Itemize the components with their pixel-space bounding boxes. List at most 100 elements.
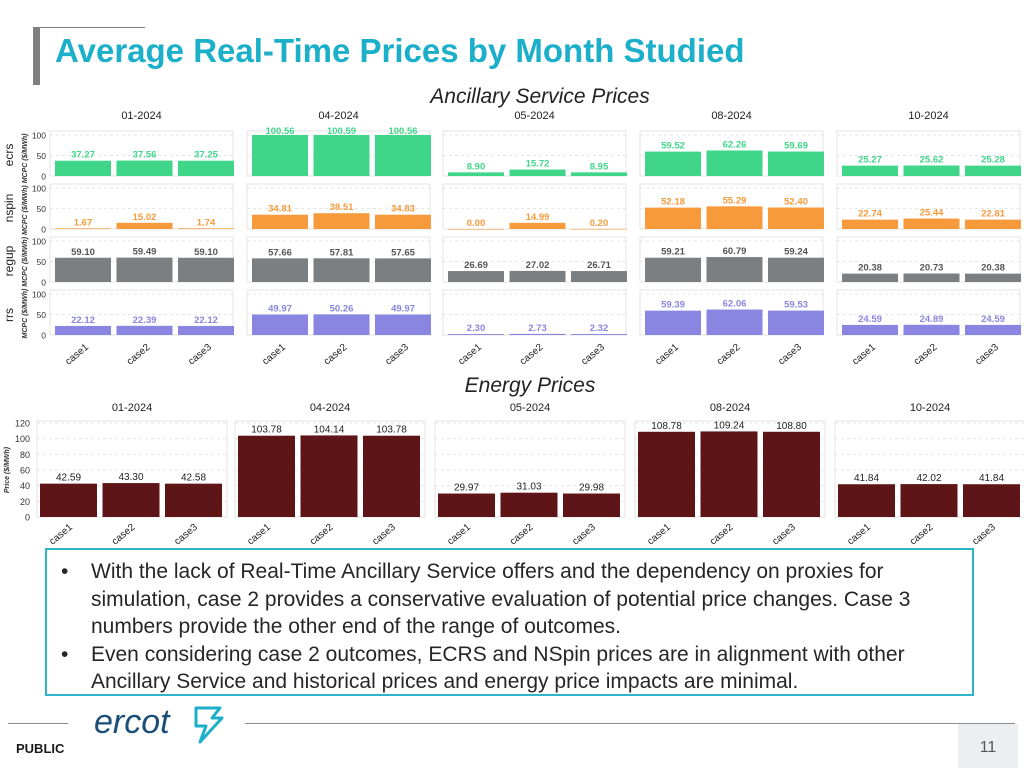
as-x-tick-label: case1 bbox=[653, 342, 681, 368]
as-bar-nspin bbox=[903, 218, 960, 229]
as-bar-nspin bbox=[965, 219, 1021, 229]
as-y-tick-label: 50 bbox=[37, 257, 47, 267]
as-data-label: 59.21 bbox=[661, 247, 685, 258]
as-data-label: 55.29 bbox=[723, 195, 747, 206]
energy-x-tick-label: case1 bbox=[845, 522, 873, 548]
as-data-label: 52.18 bbox=[661, 197, 685, 208]
as-bar-ecrs bbox=[116, 160, 173, 176]
as-row-label: ecrs bbox=[2, 144, 16, 167]
as-bar-ecrs bbox=[178, 160, 234, 176]
as-bar-ecrs bbox=[448, 172, 504, 176]
as-data-label: 25.44 bbox=[920, 208, 944, 219]
as-x-tick-label: case2 bbox=[322, 342, 350, 368]
as-bar-nspin bbox=[645, 207, 701, 229]
as-bar-rrs bbox=[768, 310, 824, 335]
energy-bar bbox=[102, 483, 160, 517]
as-month-label: 08-2024 bbox=[711, 110, 751, 122]
as-bar-regup bbox=[116, 257, 173, 282]
energy-data-label: 41.84 bbox=[854, 473, 879, 484]
as-y-tick-label: 0 bbox=[41, 278, 46, 288]
as-data-label: 22.81 bbox=[981, 209, 1005, 220]
as-data-label: 49.97 bbox=[268, 304, 292, 315]
as-y-tick-label: 100 bbox=[32, 290, 46, 300]
as-month-label: 10-2024 bbox=[908, 110, 948, 122]
energy-data-label: 109.24 bbox=[714, 420, 745, 431]
as-data-label: 59.69 bbox=[784, 141, 808, 152]
as-month-label: 05-2024 bbox=[514, 110, 554, 122]
as-data-label: 49.97 bbox=[391, 304, 415, 315]
as-bar-regup bbox=[571, 271, 627, 282]
energy-data-label: 108.78 bbox=[651, 421, 682, 432]
energy-y-tick-label: 80 bbox=[20, 450, 30, 460]
as-data-label: 22.12 bbox=[194, 315, 218, 326]
as-bar-nspin bbox=[55, 228, 111, 229]
energy-month-label: 08-2024 bbox=[710, 402, 750, 414]
note-bullet-1: With the lack of Real-Time Ancillary Ser… bbox=[61, 558, 954, 641]
energy-bar bbox=[638, 431, 695, 517]
as-y-axis-label: MCPC ($/MWh) MCPC ($/MWh) MCPC ($/MWh) M… bbox=[22, 133, 29, 339]
as-bar-nspin bbox=[375, 214, 431, 229]
as-bar-regup bbox=[55, 257, 111, 282]
as-data-label: 100.59 bbox=[327, 126, 356, 137]
as-x-tick-label: case3 bbox=[776, 342, 804, 368]
footer-line-right bbox=[245, 723, 1015, 724]
as-x-tick-label: case3 bbox=[186, 342, 214, 368]
as-y-tick-label: 50 bbox=[37, 151, 47, 161]
energy-chart-title: Energy Prices bbox=[465, 374, 596, 397]
energy-data-label: 29.98 bbox=[579, 483, 604, 494]
as-bar-regup bbox=[965, 273, 1021, 282]
as-data-label: 27.02 bbox=[526, 260, 550, 271]
energy-bar bbox=[700, 431, 758, 517]
as-x-tick-label: case3 bbox=[973, 342, 1001, 368]
as-data-label: 22.12 bbox=[71, 315, 95, 326]
as-x-tick-label: case1 bbox=[63, 342, 91, 368]
notes-box: With the lack of Real-Time Ancillary Ser… bbox=[45, 548, 974, 696]
footer-line-left bbox=[8, 723, 68, 724]
as-data-label: 22.74 bbox=[858, 209, 882, 220]
as-bar-ecrs bbox=[313, 135, 370, 176]
as-bar-regup bbox=[842, 273, 898, 282]
as-data-label: 57.81 bbox=[330, 247, 354, 258]
as-data-label: 37.25 bbox=[194, 150, 218, 161]
as-data-label: 25.62 bbox=[920, 154, 944, 165]
energy-data-label: 103.78 bbox=[376, 425, 407, 436]
energy-data-label: 42.59 bbox=[56, 473, 81, 484]
as-bar-ecrs bbox=[375, 135, 431, 176]
as-bar-ecrs bbox=[965, 165, 1021, 176]
as-data-label: 37.27 bbox=[71, 150, 95, 161]
as-bar-rrs bbox=[645, 310, 701, 335]
energy-x-tick-label: case2 bbox=[508, 522, 536, 548]
energy-y-tick-label: 60 bbox=[20, 466, 30, 476]
as-bar-regup bbox=[509, 270, 566, 282]
as-y-tick-label: 0 bbox=[41, 225, 46, 235]
as-bar-regup bbox=[313, 258, 370, 282]
as-data-label: 24.59 bbox=[981, 314, 1005, 325]
as-x-tick-label: case3 bbox=[579, 342, 607, 368]
as-data-label: 100.56 bbox=[388, 126, 417, 137]
as-y-tick-label: 0 bbox=[41, 331, 46, 341]
as-bar-regup bbox=[706, 257, 763, 282]
energy-y-tick-label: 40 bbox=[20, 481, 30, 491]
as-data-label: 52.40 bbox=[784, 197, 808, 208]
as-bar-rrs bbox=[448, 334, 504, 335]
energy-bar bbox=[238, 435, 295, 517]
energy-x-tick-label: case1 bbox=[645, 522, 673, 548]
energy-bar bbox=[900, 484, 958, 517]
as-bar-regup bbox=[645, 257, 701, 282]
energy-bar bbox=[563, 493, 620, 517]
energy-month-label: 01-2024 bbox=[112, 402, 152, 414]
as-bar-rrs bbox=[178, 325, 234, 335]
energy-data-label: 103.78 bbox=[251, 425, 282, 436]
as-bar-nspin bbox=[116, 222, 173, 229]
as-bar-regup bbox=[903, 273, 960, 282]
as-bar-ecrs bbox=[509, 169, 566, 176]
energy-bar bbox=[300, 435, 358, 517]
as-bar-ecrs bbox=[645, 151, 701, 176]
energy-x-tick-label: case2 bbox=[908, 522, 936, 548]
energy-x-tick-label: case3 bbox=[770, 522, 798, 548]
as-bar-nspin bbox=[706, 206, 763, 229]
as-x-tick-label: case1 bbox=[456, 342, 484, 368]
as-data-label: 59.24 bbox=[784, 247, 808, 258]
as-bar-rrs bbox=[116, 325, 173, 335]
